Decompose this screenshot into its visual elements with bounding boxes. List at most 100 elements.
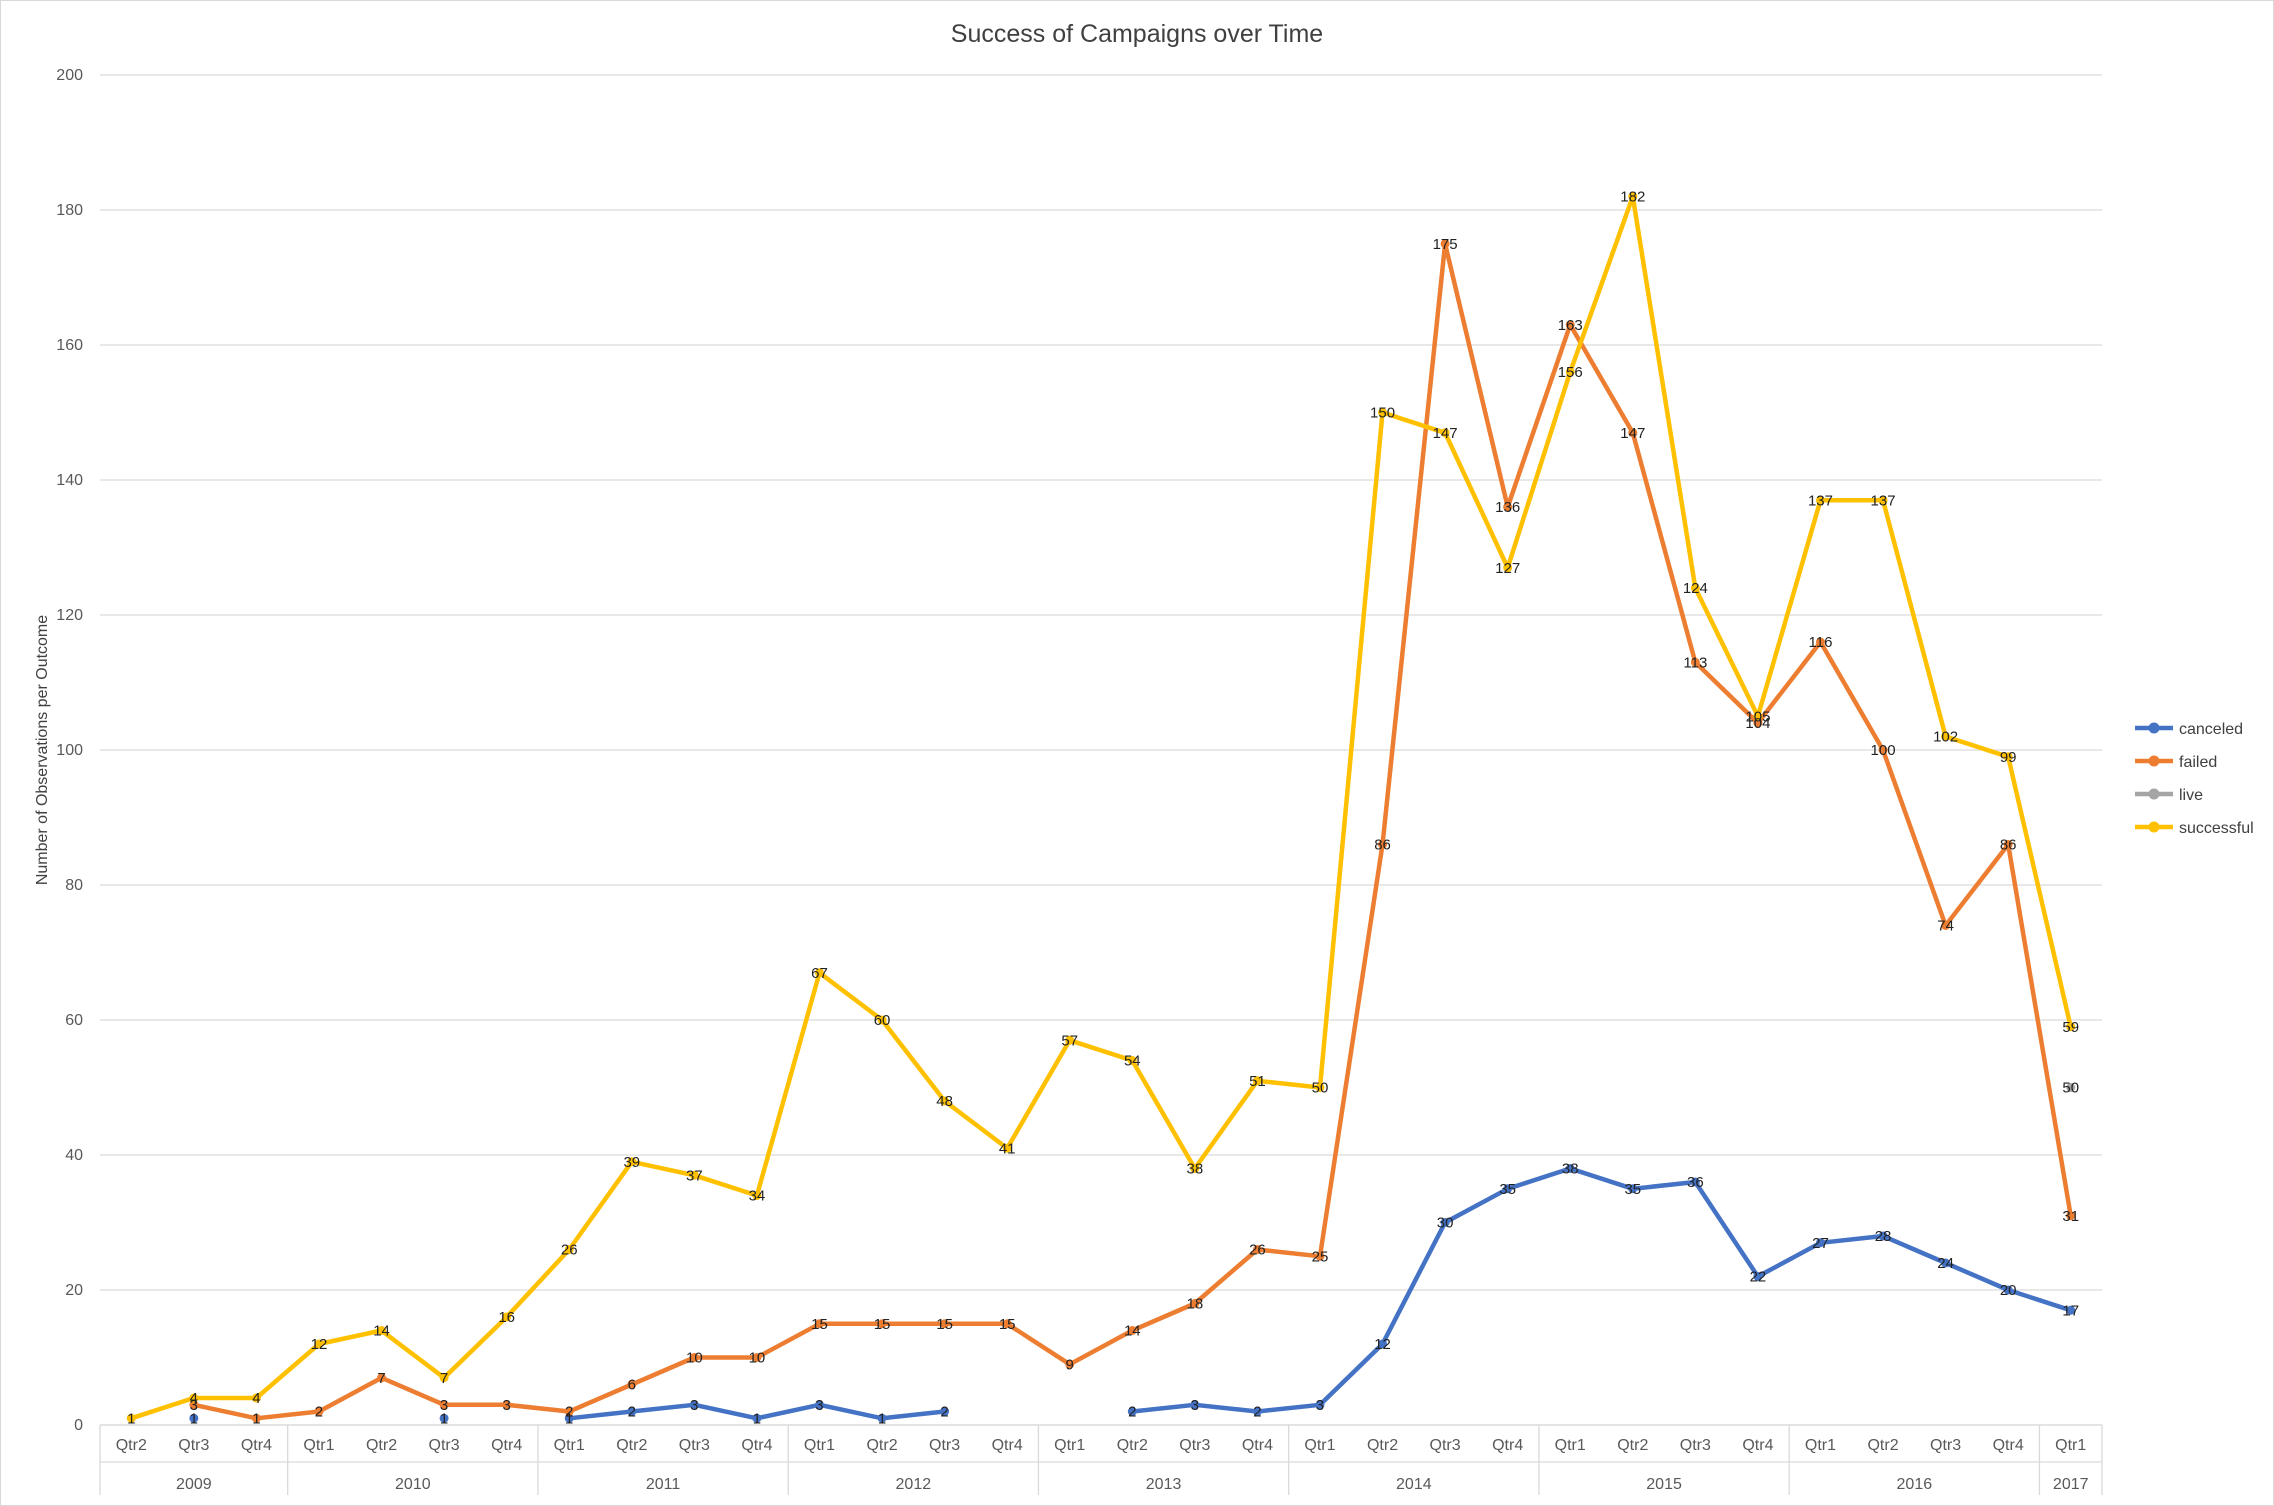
data-point-successful [2066, 1022, 2076, 1032]
x-tick-label: Qtr2 [616, 1437, 647, 1454]
data-point-failed [189, 1400, 199, 1410]
data-label-failed: 10 [749, 1350, 766, 1367]
data-point-failed [1690, 657, 1700, 667]
data-label-canceled: 36 [1687, 1174, 1704, 1191]
x-tick-label: Qtr3 [178, 1437, 209, 1454]
data-label-successful: 41 [999, 1140, 1016, 1157]
y-tick-label: 80 [65, 877, 83, 894]
y-tick-label: 60 [65, 1012, 83, 1029]
data-point-successful [1565, 367, 1575, 377]
data-label-canceled: 1 [753, 1410, 761, 1427]
data-label-successful: 50 [1312, 1080, 1329, 1097]
data-label-successful: 137 [1808, 492, 1833, 509]
legend-marker-successful [2148, 821, 2160, 833]
x-tick-label: Qtr2 [866, 1437, 897, 1454]
data-label-failed: 113 [1683, 654, 1707, 671]
data-label-failed: 18 [1187, 1296, 1204, 1313]
data-label-canceled: 2 [1253, 1404, 1261, 1421]
data-point-failed [752, 1353, 762, 1362]
year-label: 2016 [1897, 1476, 1933, 1493]
data-label-successful: 7 [440, 1370, 448, 1387]
data-point-failed [2003, 840, 2013, 849]
data-label-failed: 15 [874, 1316, 891, 1333]
data-point-canceled [189, 1413, 199, 1423]
x-tick-label: Qtr3 [679, 1437, 710, 1454]
data-point-canceled [2066, 1305, 2076, 1315]
data-label-canceled: 12 [1374, 1336, 1391, 1353]
series-failed [189, 239, 2076, 1423]
year-label: 2012 [896, 1476, 932, 1493]
data-point-successful [1503, 563, 1513, 573]
legend-label: failed [2179, 754, 2217, 771]
data-label-canceled: 1 [440, 1410, 448, 1427]
data-point-failed [1002, 1319, 1012, 1329]
year-label: 2011 [646, 1476, 681, 1493]
x-tick-label: Qtr2 [366, 1437, 397, 1454]
data-label-successful: 137 [1871, 492, 1896, 509]
series-layer [126, 192, 2076, 1423]
data-label-successful: 37 [686, 1167, 703, 1184]
data-label-failed: 1 [252, 1410, 260, 1427]
data-point-failed [1065, 1359, 1075, 1369]
data-point-successful [1378, 408, 1388, 417]
data-point-successful [314, 1339, 324, 1349]
data-point-canceled [1878, 1231, 1888, 1241]
data-label-successful: 60 [874, 1012, 891, 1029]
y-tick-label: 120 [56, 607, 83, 624]
data-point-successful [126, 1413, 136, 1423]
data-point-successful [2003, 752, 2013, 762]
y-axis-title: Number of Observations per Outcome [34, 615, 51, 885]
data-point-successful [752, 1191, 762, 1200]
data-point-canceled [940, 1407, 950, 1416]
x-tick-label: Qtr4 [1492, 1437, 1523, 1454]
y-tick-label: 200 [56, 67, 83, 84]
data-label-canceled: 2 [628, 1404, 636, 1421]
year-label: 2013 [1146, 1476, 1182, 1493]
x-tick-label: Qtr1 [1304, 1437, 1335, 1454]
data-point-canceled [689, 1400, 699, 1410]
data-point-successful [564, 1245, 574, 1254]
data-label-successful: 16 [498, 1309, 515, 1326]
data-point-canceled [627, 1407, 637, 1416]
y-tick-label: 180 [56, 202, 83, 219]
data-point-failed [1628, 428, 1638, 438]
data-label-failed: 86 [1374, 837, 1391, 854]
data-label-canceled: 3 [815, 1397, 823, 1414]
x-tick-label: Qtr4 [1993, 1437, 2024, 1454]
data-label-canceled: 35 [1499, 1181, 1516, 1198]
data-point-successful [877, 1015, 887, 1025]
data-label-successful: 34 [749, 1188, 766, 1205]
y-tick-label: 20 [65, 1282, 83, 1299]
data-label-failed: 3 [440, 1397, 448, 1414]
data-point-successful [1252, 1076, 1262, 1086]
data-label-successful: 57 [1061, 1032, 1078, 1049]
data-point-canceled [439, 1413, 449, 1423]
data-label-failed: 147 [1620, 425, 1645, 442]
data-point-failed [940, 1319, 950, 1329]
data-label-failed: 104 [1745, 715, 1770, 732]
data-point-successful [439, 1373, 449, 1383]
data-label-failed: 136 [1495, 499, 1520, 516]
legend: canceled failed live successful [2135, 721, 2254, 837]
data-point-failed [1252, 1245, 1262, 1254]
data-point-successful [251, 1393, 261, 1403]
data-point-failed [1878, 745, 1888, 755]
data-point-successful [627, 1157, 637, 1167]
data-point-successful [1127, 1056, 1137, 1065]
data-label-canceled: 1 [565, 1410, 573, 1427]
data-label-failed: 10 [686, 1350, 703, 1367]
data-label-failed: 3 [502, 1397, 510, 1414]
data-label-successful: 4 [190, 1390, 198, 1407]
data-label-successful: 67 [811, 965, 828, 982]
data-label-canceled: 1 [190, 1410, 198, 1427]
data-label-failed: 3 [190, 1397, 198, 1414]
data-point-failed [877, 1319, 887, 1329]
data-point-successful [1941, 732, 1951, 741]
data-label-failed: 2 [315, 1404, 323, 1421]
data-label-canceled: 2 [1128, 1404, 1136, 1421]
series-canceled [189, 1164, 2076, 1423]
data-label-successful: 150 [1370, 405, 1395, 422]
x-tick-label: Qtr2 [116, 1437, 147, 1454]
data-point-canceled [1127, 1407, 1137, 1416]
